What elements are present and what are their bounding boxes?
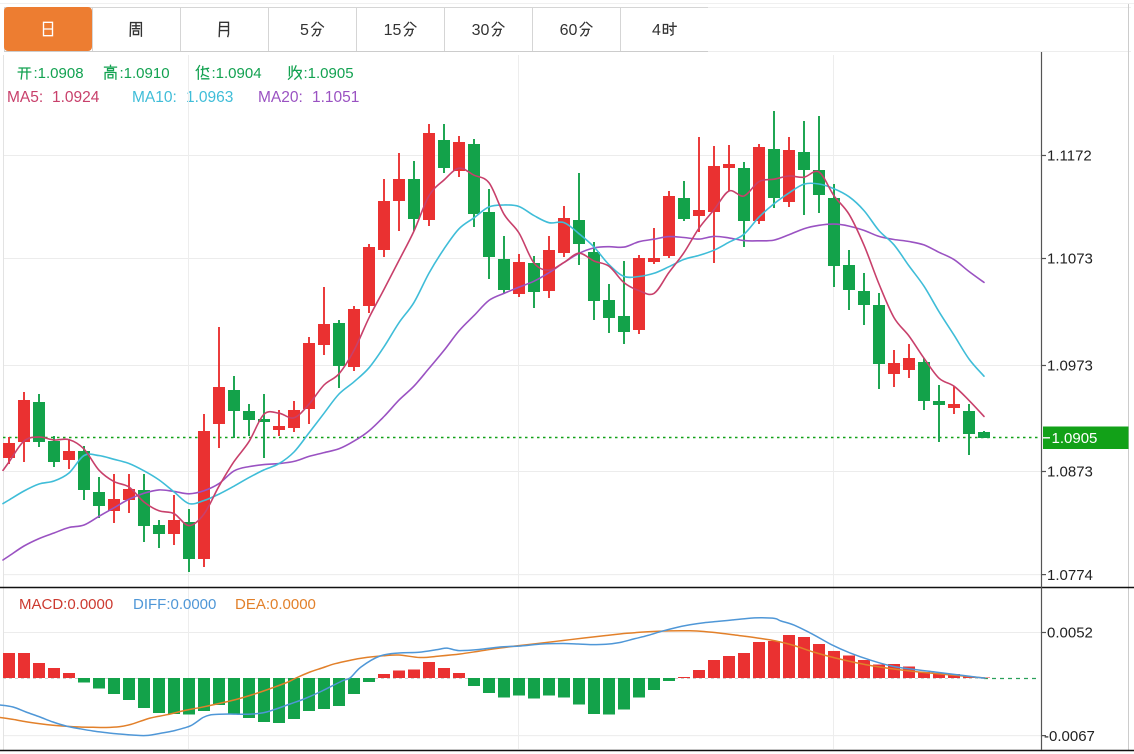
svg-text:5: 5 (300, 22, 309, 39)
svg-text:MACD:0.0000: MACD:0.0000 (19, 596, 113, 613)
svg-text:-0.0067: -0.0067 (1044, 728, 1095, 745)
svg-text:1.0905: 1.0905 (1052, 430, 1098, 447)
svg-text:DEA:0.0000: DEA:0.0000 (235, 596, 316, 613)
svg-text::1.0908: :1.0908 (34, 65, 84, 82)
svg-text:1.0963: 1.0963 (186, 89, 233, 106)
svg-text:1.1073: 1.1073 (1047, 251, 1093, 268)
svg-text:MA5:: MA5: (7, 89, 43, 106)
svg-text:1.1172: 1.1172 (1047, 148, 1092, 165)
svg-text:60: 60 (560, 22, 578, 39)
svg-text:DIFF:0.0000: DIFF:0.0000 (133, 596, 216, 613)
svg-text::1.0905: :1.0905 (304, 65, 354, 82)
svg-text:MA10:: MA10: (132, 89, 177, 106)
svg-text:1.0973: 1.0973 (1047, 358, 1093, 375)
svg-text:MA20:: MA20: (258, 89, 303, 106)
svg-text:4: 4 (652, 22, 661, 39)
svg-text::1.0910: :1.0910 (120, 65, 170, 82)
svg-text:30: 30 (472, 22, 490, 39)
svg-text:1.0873: 1.0873 (1047, 464, 1093, 481)
svg-text:1.0774: 1.0774 (1047, 567, 1093, 584)
svg-text::1.0904: :1.0904 (212, 65, 262, 82)
svg-text:15: 15 (384, 22, 402, 39)
svg-text:0.0052: 0.0052 (1047, 625, 1093, 642)
svg-text:1.1051: 1.1051 (312, 89, 359, 106)
svg-text:1.0924: 1.0924 (52, 89, 100, 106)
